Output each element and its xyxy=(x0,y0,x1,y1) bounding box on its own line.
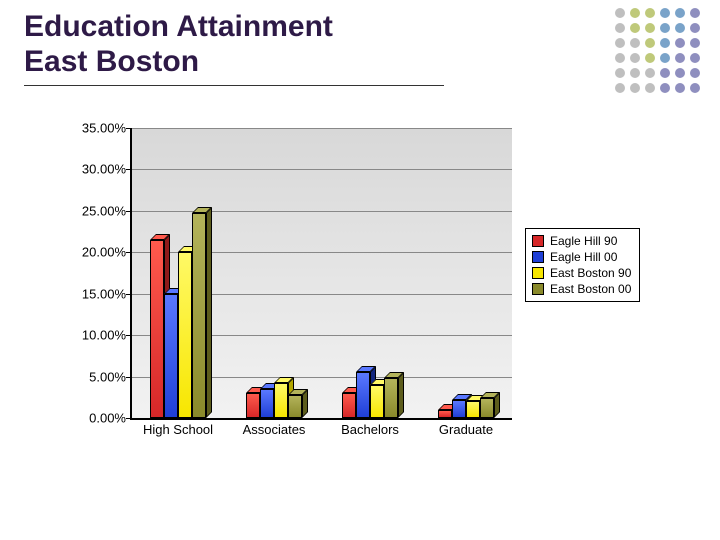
bar xyxy=(438,410,452,418)
decorative-dot-grid xyxy=(613,6,702,95)
ytick-label: 35.00% xyxy=(82,121,132,136)
bar xyxy=(384,378,398,418)
bar xyxy=(466,401,480,418)
legend-swatch xyxy=(532,251,544,263)
chart-legend: Eagle Hill 90 Eagle Hill 00 East Boston 90… xyxy=(525,228,640,302)
bar xyxy=(274,383,288,418)
bar xyxy=(164,294,178,418)
ytick-label: 30.00% xyxy=(82,162,132,177)
legend-item: East Boston 90 xyxy=(532,265,631,281)
bar xyxy=(288,395,302,418)
legend-item: Eagle Hill 90 xyxy=(532,233,631,249)
ytick-label: 25.00% xyxy=(82,203,132,218)
bar xyxy=(342,393,356,418)
ytick-label: 20.00% xyxy=(82,245,132,260)
chart-container: 0.00% 5.00% 10.00% 15.00% 20.00% 25.00% 30.00%… xyxy=(50,128,670,468)
gridline xyxy=(132,128,512,129)
gridline xyxy=(132,169,512,170)
bar xyxy=(480,398,494,418)
chart-plot-area: 0.00%5.00%10.00%15.00%20.00%25.00%30.00%… xyxy=(130,128,512,420)
legend-label: Eagle Hill 90 xyxy=(550,234,617,248)
ytick-label: 15.00% xyxy=(82,286,132,301)
bar xyxy=(452,400,466,418)
slide-title: Education Attainment East Boston xyxy=(0,0,720,79)
title-underline xyxy=(24,85,444,86)
legend-label: East Boston 00 xyxy=(550,282,631,296)
xcategory-label: High School xyxy=(143,418,213,437)
bar xyxy=(260,389,274,418)
legend-item: Eagle Hill 00 xyxy=(532,249,631,265)
legend-label: Eagle Hill 00 xyxy=(550,250,617,264)
ytick-label: 5.00% xyxy=(89,369,132,384)
ytick-label: 0.00% xyxy=(89,411,132,426)
legend-label: East Boston 90 xyxy=(550,266,631,280)
legend-swatch xyxy=(532,235,544,247)
xcategory-label: Graduate xyxy=(439,418,493,437)
bar xyxy=(178,252,192,418)
bar xyxy=(192,213,206,418)
ytick-label: 10.00% xyxy=(82,328,132,343)
legend-item: East Boston 00 xyxy=(532,281,631,297)
gridline xyxy=(132,211,512,212)
legend-swatch xyxy=(532,283,544,295)
bar xyxy=(370,385,384,418)
bar xyxy=(356,372,370,418)
xcategory-label: Bachelors xyxy=(341,418,399,437)
bar xyxy=(246,393,260,418)
bar xyxy=(150,240,164,418)
xcategory-label: Associates xyxy=(243,418,306,437)
legend-swatch xyxy=(532,267,544,279)
